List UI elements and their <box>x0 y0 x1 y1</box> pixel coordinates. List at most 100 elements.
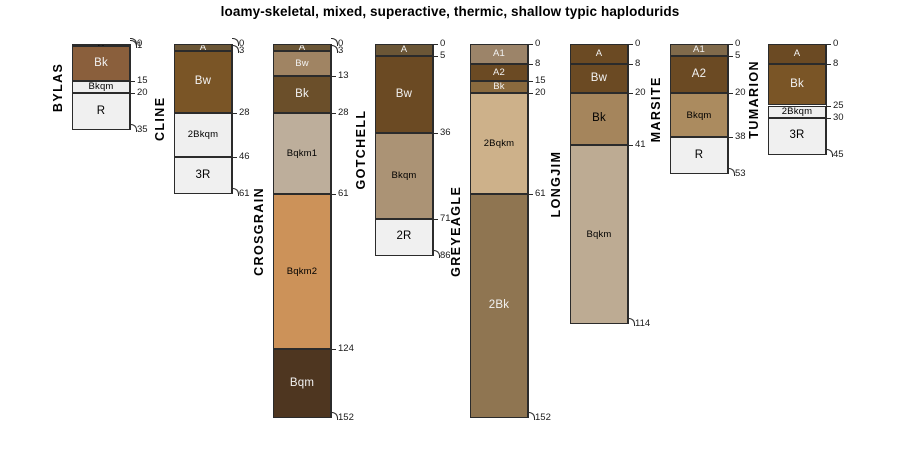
horizon-box[interactable]: 2Bkqm <box>174 112 232 158</box>
horizon-column: A Bw 2Bkqm 3R <box>174 44 232 195</box>
horizon-box[interactable]: A2 <box>670 56 728 94</box>
profile-name-label: MARSITE <box>649 76 663 143</box>
horizon-box[interactable]: Bk <box>570 93 628 145</box>
horizon-box[interactable]: Bkqm <box>375 132 433 219</box>
horizon-box[interactable]: 2Bk <box>470 194 528 418</box>
horizon-box[interactable]: A1 <box>670 44 728 57</box>
horizon-label: Bkqm <box>686 109 712 121</box>
depth-axis-line <box>628 44 629 325</box>
profile-name-label: BYLAS <box>51 62 65 112</box>
horizon-label: Bw <box>295 57 309 69</box>
depth-tick-label: 20 <box>635 87 646 99</box>
horizon-column: A Bw Bkqm 2R <box>375 44 433 256</box>
horizon-box[interactable]: Bk <box>273 75 331 113</box>
depth-tick-label: 45 <box>833 148 844 160</box>
depth-tick-label: 36 <box>440 126 451 138</box>
horizon-box[interactable]: Bqkm2 <box>273 194 331 350</box>
horizon-box[interactable]: Bqm <box>273 349 331 418</box>
depth-tick-leader <box>528 411 535 420</box>
horizon-box[interactable]: R <box>72 93 130 131</box>
depth-tick <box>628 144 633 146</box>
horizon-box[interactable]: Bqkm <box>570 144 628 325</box>
horizon-box[interactable]: Bw <box>273 51 331 76</box>
horizon-column: A Bw Bk Bqkm <box>570 44 628 325</box>
depth-tick-label: 25 <box>833 99 844 111</box>
depth-tick <box>528 80 533 82</box>
horizon-label: Bw <box>395 87 413 100</box>
depth-tick-label: 8 <box>635 57 641 69</box>
horizon-box[interactable]: A <box>273 44 331 52</box>
horizon-label: Bk <box>94 56 108 69</box>
depth-tick-label: 3 <box>239 45 245 57</box>
horizon-box[interactable]: A2 <box>470 63 528 81</box>
horizon-box[interactable]: Bw <box>375 56 433 133</box>
horizon-label: 2Bkqm <box>781 105 813 117</box>
depth-tick <box>433 218 438 220</box>
depth-tick-leader <box>433 249 440 258</box>
profile-name-label: CLINE <box>153 96 167 142</box>
horizon-box[interactable]: A <box>375 44 433 57</box>
horizon-label: Bqkm2 <box>286 265 318 277</box>
horizon-box[interactable]: R <box>670 137 728 175</box>
depth-tick <box>433 44 438 45</box>
horizon-box[interactable]: Bk <box>470 80 528 94</box>
depth-tick-leader <box>826 148 833 157</box>
depth-tick-leader <box>232 188 239 197</box>
depth-tick <box>826 117 831 119</box>
depth-axis-line <box>528 44 529 418</box>
horizon-label: A <box>793 48 801 60</box>
horizon-label: A2 <box>691 67 707 80</box>
depth-tick <box>826 63 831 65</box>
profile-name-label: GOTCHELL <box>354 109 368 190</box>
horizon-label: 2Bqkm <box>483 137 515 149</box>
depth-tick <box>232 157 237 159</box>
horizon-box[interactable]: 3R <box>174 157 232 195</box>
horizon-box[interactable]: A <box>570 44 628 64</box>
depth-tick <box>728 137 733 139</box>
depth-tick-label: 5 <box>735 50 741 62</box>
depth-tick-label: 15 <box>535 74 546 86</box>
depth-tick-label: 124 <box>338 343 354 355</box>
horizon-label: Bk <box>493 81 505 93</box>
horizon-label: 3R <box>789 129 805 142</box>
horizon-box[interactable]: A <box>72 44 130 47</box>
horizon-label: Bqkm <box>586 228 612 240</box>
horizon-label: Bk <box>592 112 606 125</box>
horizon-box[interactable]: A1 <box>470 44 528 64</box>
horizon-box[interactable]: Bkqm <box>670 93 728 138</box>
horizon-box[interactable]: 2R <box>375 218 433 256</box>
horizon-box[interactable]: A <box>768 44 826 64</box>
depth-tick <box>331 112 336 114</box>
horizon-label: Bqkm1 <box>286 147 318 159</box>
horizon-box[interactable]: Bkqm <box>72 80 130 94</box>
depth-tick <box>528 63 533 65</box>
depth-tick <box>628 63 633 65</box>
depth-tick-leader <box>130 40 137 49</box>
horizon-box[interactable]: 2Bkqm <box>768 105 826 118</box>
horizon-box[interactable]: Bk <box>72 46 130 81</box>
horizon-box[interactable]: 2Bqkm <box>470 93 528 195</box>
depth-tick-label: 30 <box>833 111 844 123</box>
depth-tick-leader <box>232 45 239 54</box>
depth-tick <box>826 105 831 107</box>
horizon-box[interactable]: Bqkm1 <box>273 112 331 195</box>
depth-tick <box>331 75 336 77</box>
depth-tick <box>433 56 438 58</box>
depth-tick-label: 1 <box>137 40 143 52</box>
depth-tick <box>628 44 633 45</box>
horizon-box[interactable]: Bw <box>570 63 628 94</box>
horizon-box[interactable]: A <box>174 44 232 52</box>
depth-tick <box>628 93 633 95</box>
depth-tick-label: 15 <box>137 74 148 86</box>
horizon-box[interactable]: 3R <box>768 117 826 155</box>
horizon-column: A Bw Bk Bqkm1 Bqkm2 Bqm <box>273 44 331 418</box>
horizon-box[interactable]: Bk <box>768 63 826 106</box>
depth-tick-leader <box>232 38 239 46</box>
depth-tick-label: 35 <box>137 124 148 136</box>
depth-tick <box>433 132 438 134</box>
horizon-box[interactable]: Bw <box>174 51 232 113</box>
depth-tick <box>331 349 336 351</box>
depth-tick-label: 0 <box>535 38 541 49</box>
depth-tick <box>528 44 533 45</box>
